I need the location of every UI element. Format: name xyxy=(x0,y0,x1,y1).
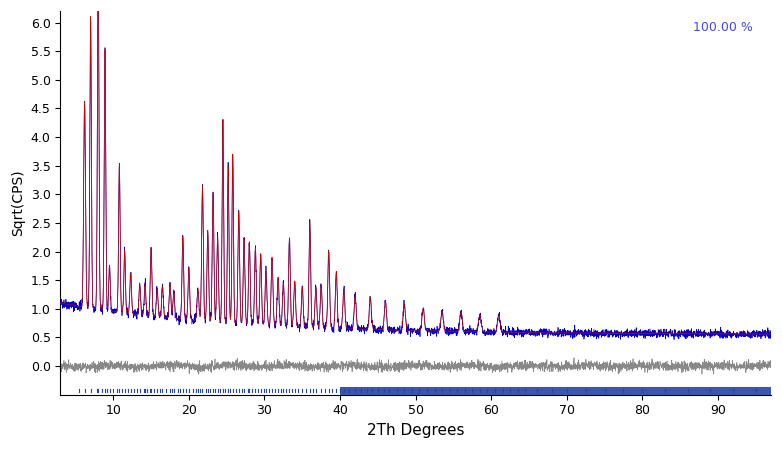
X-axis label: 2Th Degrees: 2Th Degrees xyxy=(367,423,465,438)
Y-axis label: Sqrt(CPS): Sqrt(CPS) xyxy=(11,170,25,236)
Bar xyxy=(340,387,771,395)
Text: 100.00 %: 100.00 % xyxy=(694,21,753,34)
